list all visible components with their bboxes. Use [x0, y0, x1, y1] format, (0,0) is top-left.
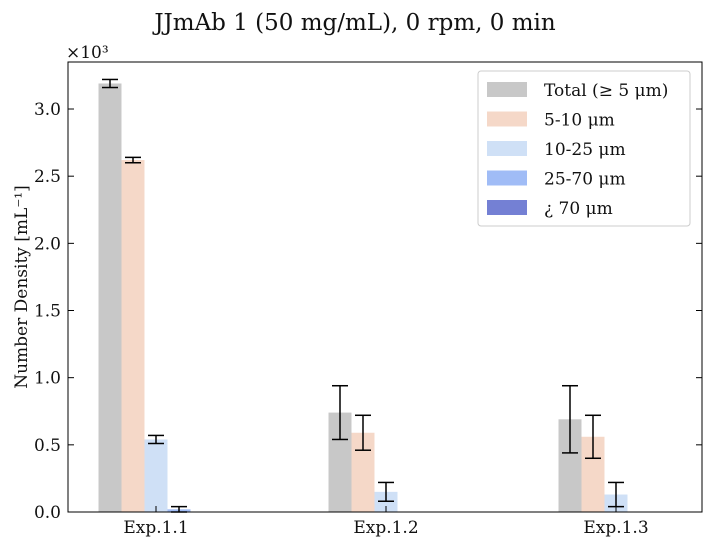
- legend-swatch: [487, 200, 527, 215]
- y-tick-label: 0.0: [34, 503, 61, 523]
- bar-exp-1-3-series-0: [558, 419, 582, 512]
- errorbar-exp-1-2-series-2: [378, 481, 394, 503]
- bar-exp-1-1-series-0: [98, 83, 122, 512]
- y-tick-label: 2.5: [34, 167, 61, 187]
- legend-label: 25-70 μm: [544, 170, 626, 190]
- legend-label: Total (≥ 5 μm): [544, 81, 668, 101]
- chart-title: JJmAb 1 (50 mg/mL), 0 rpm, 0 min: [152, 10, 556, 36]
- bar-exp-1-3-series-1: [581, 436, 605, 512]
- errorbar-exp-1-1-series-1: [125, 156, 141, 164]
- legend-swatch: [487, 82, 527, 97]
- legend-swatch: [487, 111, 527, 127]
- y-axis-label: Number Density [mL⁻¹]: [12, 185, 32, 389]
- x-tick-label: Exp.1.3: [583, 518, 648, 538]
- x-tick-label: Exp.1.2: [353, 518, 418, 538]
- y-tick-label: 1.5: [34, 302, 61, 322]
- legend-frame: [477, 70, 691, 227]
- errorbar-exp-1-2-series-0: [332, 384, 348, 441]
- y-tick-label: 0.5: [34, 436, 61, 456]
- legend-swatch: [487, 170, 527, 186]
- x-tick-label: Exp.1.1: [123, 518, 188, 538]
- plot-frame: [67, 61, 703, 513]
- y-tick-label: 1.0: [34, 369, 61, 389]
- legend-label: ¿ 70 μm: [544, 199, 613, 219]
- legend-swatch: [487, 141, 527, 156]
- errorbar-exp-1-1-series-0: [102, 78, 118, 89]
- legend-label: 10-25 μm: [544, 140, 626, 160]
- x-ticks-group: Exp.1.1 Exp.1.2 Exp.1.3: [123, 506, 649, 538]
- bar-exp-1-2-series-0: [328, 412, 352, 512]
- bar-exp-1-1-series-1: [121, 160, 145, 513]
- y-tick-label: 2.0: [34, 234, 61, 254]
- legend-label: 5-10 μm: [544, 111, 615, 131]
- errorbar-exp-1-1-series-2: [148, 434, 164, 445]
- errorbar-exp-1-2-series-1: [355, 414, 371, 451]
- y-tick-label: 3.0: [34, 100, 61, 120]
- y-ticks-group: 0.0 0.5 1.0 1.5 2.0 2.5 3.0: [34, 100, 702, 523]
- errorbar-exp-1-3-series-1: [585, 414, 601, 460]
- legend: Total (≥ 5 μm) 5-10 μm 10-25 μm 25-70 μm ¿ 7…: [477, 70, 691, 227]
- bar-exp-1-2-series-1: [351, 432, 375, 512]
- y-multiplier: ×10³: [66, 43, 109, 63]
- errorbar-exp-1-3-series-0: [562, 384, 578, 454]
- bar-exp-1-1-series-2: [144, 439, 168, 512]
